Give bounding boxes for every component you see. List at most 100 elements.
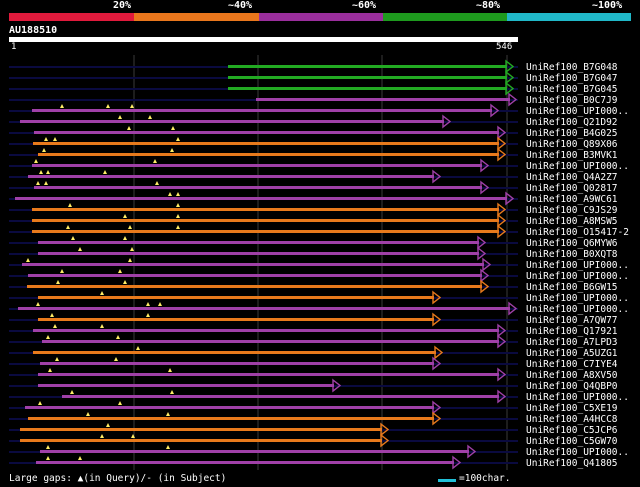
hit-row[interactable]: UniRef100_A7QW77 bbox=[9, 312, 618, 327]
gap-marker bbox=[148, 115, 152, 119]
hit-label[interactable]: UniRef100_A9WC61 bbox=[526, 194, 618, 205]
hit-label[interactable]: UniRef100_B4G025 bbox=[526, 128, 618, 139]
hit-label[interactable]: UniRef100_A4HCC8 bbox=[526, 414, 618, 425]
hit-row[interactable]: UniRef100_Q02817 bbox=[9, 180, 618, 195]
hit-row[interactable]: UniRef100_A8MSW5 bbox=[9, 213, 618, 228]
hit-row[interactable]: UniRef100_O15417-2 bbox=[9, 224, 629, 239]
hit-row[interactable]: UniRef100_C5GW70 bbox=[9, 433, 618, 448]
hit-label[interactable]: UniRef100_UPI000.. bbox=[526, 304, 629, 315]
hit-label[interactable]: UniRef100_A7QW77 bbox=[526, 315, 618, 326]
hit-label[interactable]: UniRef100_Q89X06 bbox=[526, 139, 618, 150]
gap-marker bbox=[68, 203, 72, 207]
hit-row[interactable]: UniRef100_B0XQT8 bbox=[9, 246, 618, 261]
hit-label[interactable]: UniRef100_UPI000.. bbox=[526, 293, 629, 304]
hit-label[interactable]: UniRef100_C5XE19 bbox=[526, 403, 618, 414]
legend-segment-5 bbox=[507, 13, 631, 21]
hit-end-arrow bbox=[480, 158, 490, 173]
hit-row[interactable]: UniRef100_A4HCC8 bbox=[9, 411, 618, 426]
hit-row[interactable]: UniRef100_C5JCP6 bbox=[9, 422, 618, 437]
hit-row[interactable]: UniRef100_A8XV50 bbox=[9, 367, 618, 382]
hit-bar bbox=[256, 98, 510, 101]
hit-label[interactable]: UniRef100_UPI000.. bbox=[526, 106, 629, 117]
hit-row[interactable]: UniRef100_UPI000.. bbox=[9, 158, 629, 173]
hit-row[interactable]: UniRef100_C9JS29 bbox=[9, 202, 618, 217]
hit-row[interactable]: UniRef100_B4G025 bbox=[9, 125, 618, 140]
hit-label[interactable]: UniRef100_UPI000.. bbox=[526, 260, 629, 271]
hit-label[interactable]: UniRef100_UPI000.. bbox=[526, 161, 629, 172]
hit-row[interactable]: UniRef100_UPI000.. bbox=[9, 257, 629, 272]
hit-row[interactable]: UniRef100_UPI000.. bbox=[9, 389, 629, 404]
hit-row[interactable]: UniRef100_A5UZG1 bbox=[9, 345, 618, 360]
hit-row[interactable]: UniRef100_UPI000.. bbox=[9, 444, 629, 459]
hit-label[interactable]: UniRef100_C5JCP6 bbox=[526, 425, 618, 436]
hit-label[interactable]: UniRef100_A7LPD3 bbox=[526, 337, 618, 348]
hit-label[interactable]: UniRef100_B6GW15 bbox=[526, 282, 618, 293]
hit-row[interactable]: UniRef100_Q4QBP0 bbox=[9, 378, 618, 393]
hit-label[interactable]: UniRef100_A8MSW5 bbox=[526, 216, 618, 227]
hit-row[interactable]: UniRef100_Q89X06 bbox=[9, 136, 618, 151]
hit-label[interactable]: UniRef100_UPI000.. bbox=[526, 392, 629, 403]
gap-marker bbox=[100, 291, 104, 295]
hit-label[interactable]: UniRef100_A5UZG1 bbox=[526, 348, 618, 359]
hit-end-arrow bbox=[497, 334, 507, 349]
hit-label[interactable]: UniRef100_UPI000.. bbox=[526, 447, 629, 458]
gap-marker bbox=[131, 434, 135, 438]
hit-end-arrow bbox=[508, 301, 518, 316]
gap-marker bbox=[176, 214, 180, 218]
hit-label[interactable]: UniRef100_B3MVK1 bbox=[526, 150, 618, 161]
hit-row[interactable]: UniRef100_UPI000.. bbox=[9, 103, 629, 118]
hit-row[interactable]: UniRef100_UPI000.. bbox=[9, 301, 629, 316]
hit-label[interactable]: UniRef100_C9JS29 bbox=[526, 205, 618, 216]
hit-row[interactable]: UniRef100_B3MVK1 bbox=[9, 147, 618, 162]
hit-bar bbox=[22, 263, 484, 266]
hit-row[interactable]: UniRef100_B7G045 bbox=[9, 81, 618, 96]
hit-label[interactable]: UniRef100_O15417-2 bbox=[526, 227, 629, 238]
hit-label[interactable]: UniRef100_UPI000.. bbox=[526, 271, 629, 282]
hit-row[interactable]: UniRef100_UPI000.. bbox=[9, 290, 629, 305]
hit-row[interactable]: UniRef100_B6GW15 bbox=[9, 279, 618, 294]
hit-label[interactable]: UniRef100_B0C7J9 bbox=[526, 95, 618, 106]
hit-row[interactable]: UniRef100_B0C7J9 bbox=[9, 92, 618, 107]
hit-end-arrow bbox=[497, 125, 507, 140]
hit-row[interactable]: UniRef100_Q17921 bbox=[9, 323, 618, 338]
hit-row[interactable]: UniRef100_UPI000.. bbox=[9, 268, 629, 283]
hit-row[interactable]: UniRef100_C5XE19 bbox=[9, 400, 618, 415]
gap-marker bbox=[127, 126, 131, 130]
gap-marker bbox=[128, 258, 132, 262]
hit-row[interactable]: UniRef100_A7LPD3 bbox=[9, 334, 618, 349]
hit-row[interactable]: UniRef100_A9WC61 bbox=[9, 191, 618, 206]
hit-label[interactable]: UniRef100_Q4A2Z7 bbox=[526, 172, 618, 183]
hit-label[interactable]: UniRef100_Q41805 bbox=[526, 458, 618, 469]
hit-row[interactable]: UniRef100_Q41805 bbox=[9, 455, 618, 470]
gap-marker bbox=[106, 104, 110, 108]
hit-row[interactable]: UniRef100_C7IYE4 bbox=[9, 356, 618, 371]
hit-label[interactable]: UniRef100_Q17921 bbox=[526, 326, 618, 337]
hit-row[interactable]: UniRef100_Q4A2Z7 bbox=[9, 169, 618, 184]
hit-row[interactable]: UniRef100_Q21D92 bbox=[9, 114, 618, 129]
hit-label[interactable]: UniRef100_C7IYE4 bbox=[526, 359, 618, 370]
gap-marker bbox=[155, 181, 159, 185]
hit-label[interactable]: UniRef100_B0XQT8 bbox=[526, 249, 618, 260]
hit-label[interactable]: UniRef100_Q21D92 bbox=[526, 117, 618, 128]
gap-marker bbox=[70, 390, 74, 394]
hit-end-arrow bbox=[432, 169, 442, 184]
hit-label[interactable]: UniRef100_C5GW70 bbox=[526, 436, 618, 447]
hit-end-arrow bbox=[497, 389, 507, 404]
gap-marker bbox=[118, 115, 122, 119]
hit-label[interactable]: UniRef100_Q4QBP0 bbox=[526, 381, 618, 392]
gap-marker bbox=[168, 192, 172, 196]
gap-marker bbox=[136, 346, 140, 350]
hit-label[interactable]: UniRef100_B7G047 bbox=[526, 73, 618, 84]
hit-row[interactable]: UniRef100_B7G047 bbox=[9, 70, 618, 85]
hit-row[interactable]: UniRef100_Q6MYW6 bbox=[9, 235, 618, 250]
hit-label[interactable]: UniRef100_B7G045 bbox=[526, 84, 618, 95]
hit-label[interactable]: UniRef100_Q6MYW6 bbox=[526, 238, 618, 249]
hit-end-arrow bbox=[508, 92, 518, 107]
hit-bar bbox=[38, 384, 334, 387]
hit-bar bbox=[32, 164, 482, 167]
hit-label[interactable]: UniRef100_B7G048 bbox=[526, 62, 618, 73]
legend-tick-3: ~60% bbox=[352, 0, 377, 11]
hit-label[interactable]: UniRef100_A8XV50 bbox=[526, 370, 618, 381]
hit-row[interactable]: UniRef100_B7G048 bbox=[9, 59, 618, 74]
hit-label[interactable]: UniRef100_Q02817 bbox=[526, 183, 618, 194]
